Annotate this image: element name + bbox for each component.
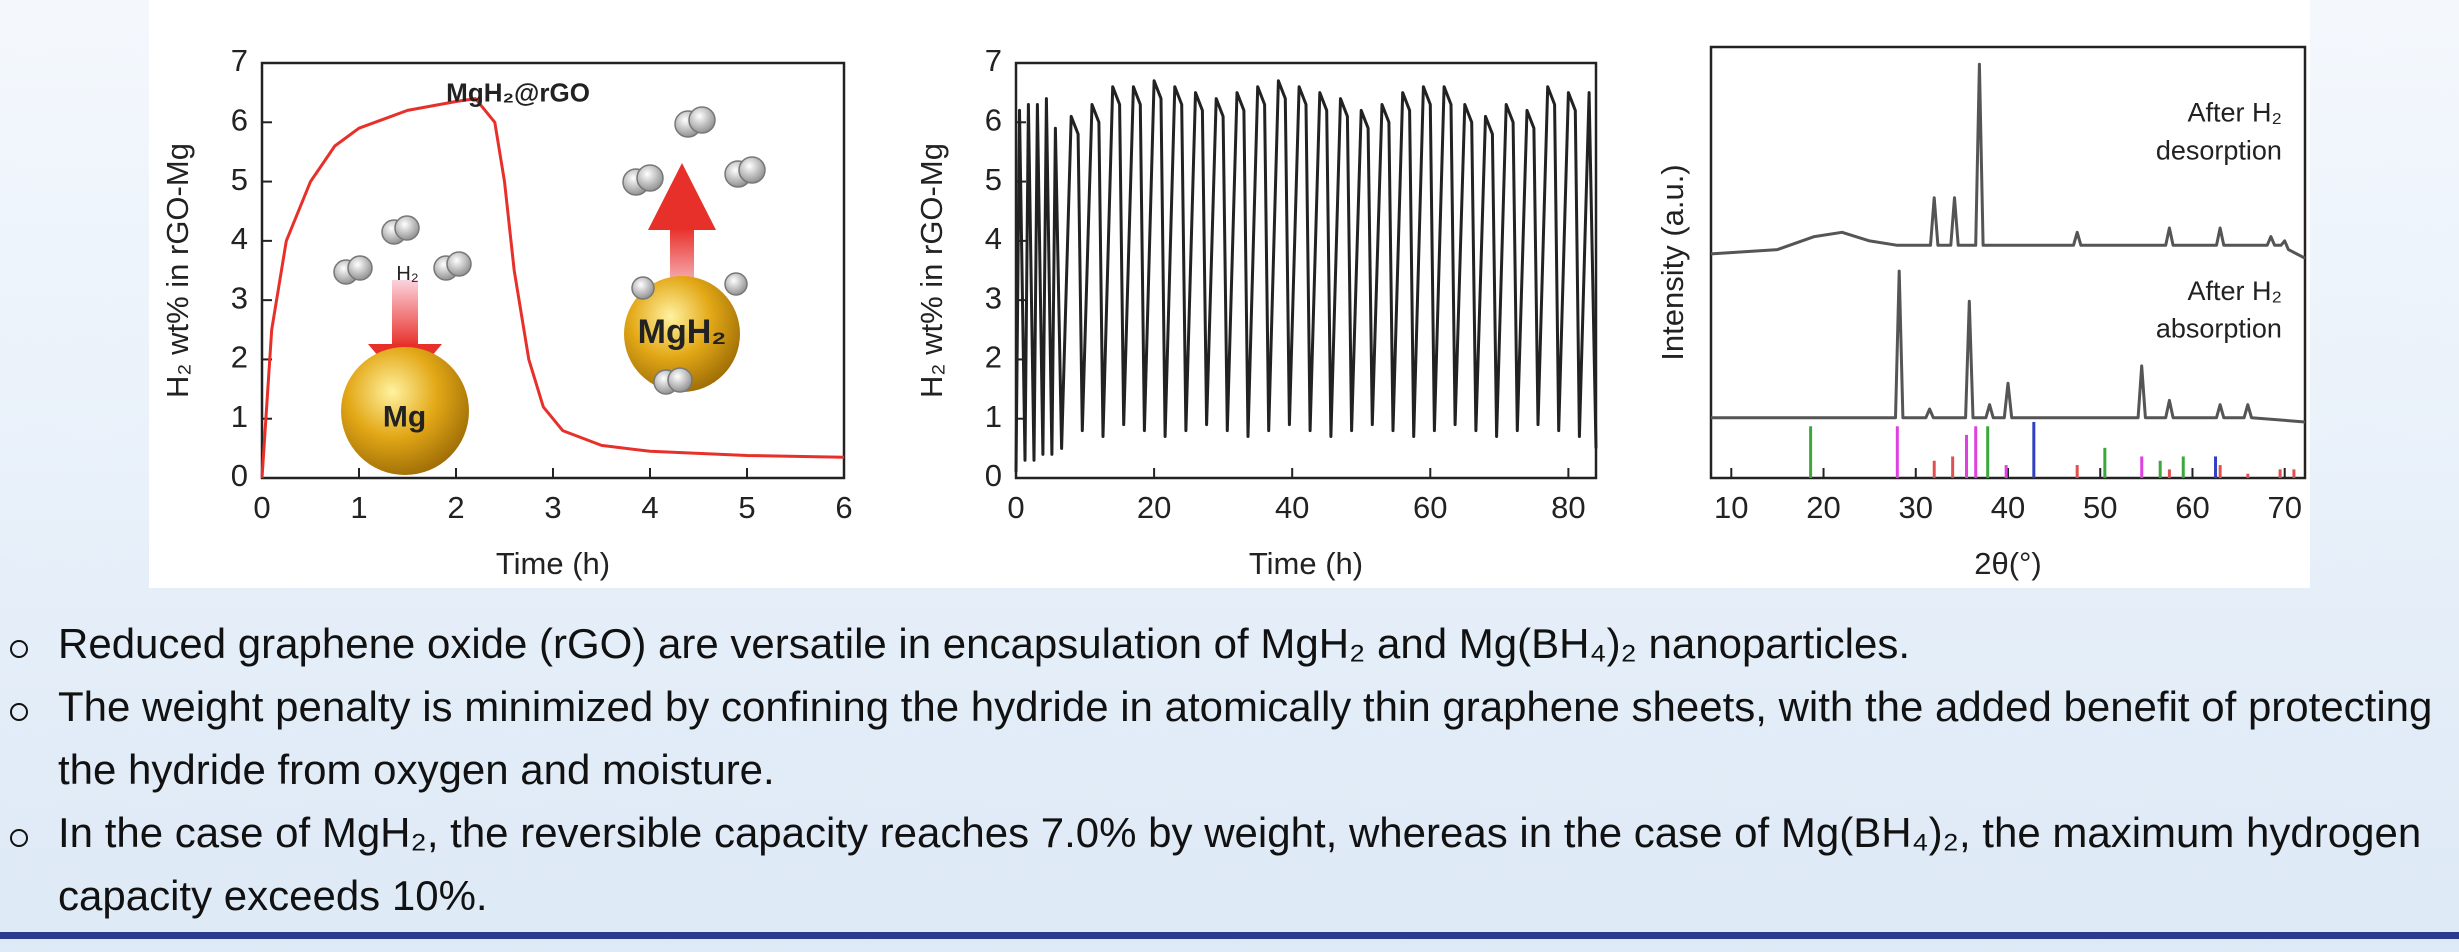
y-tick-label: 1 bbox=[231, 399, 248, 434]
x-tick-label: 0 bbox=[1007, 490, 1024, 525]
data-line bbox=[1711, 269, 2306, 424]
annotation: H₂ bbox=[396, 263, 418, 285]
y-tick-label: 3 bbox=[985, 280, 1002, 315]
bullet: Reduced graphene oxide (rGO) are versati… bbox=[10, 612, 2459, 675]
data-line bbox=[260, 97, 845, 479]
annotation: desorption bbox=[2156, 135, 2282, 165]
x-tick-label: 80 bbox=[1551, 490, 1585, 525]
x-tick-label: 40 bbox=[1275, 490, 1309, 525]
data-line bbox=[1014, 79, 1598, 473]
y-tick-label: 7 bbox=[231, 43, 248, 78]
y-tick-label: 1 bbox=[985, 399, 1002, 434]
y-tick-label: 7 bbox=[985, 43, 1002, 78]
annotation: Mg bbox=[383, 401, 426, 434]
x-tick-label: 50 bbox=[2083, 490, 2117, 525]
y-axis-label: H₂ wt% in rGO-Mg bbox=[160, 143, 195, 398]
annotation: MgH₂ bbox=[638, 313, 727, 351]
bottom-rule bbox=[0, 932, 2459, 939]
x-tick-label: 20 bbox=[1806, 490, 1840, 525]
x-axis-label: Time (h) bbox=[496, 546, 610, 581]
x-tick-label: 60 bbox=[2175, 490, 2209, 525]
y-tick-label: 3 bbox=[231, 280, 248, 315]
arrow bbox=[392, 280, 418, 346]
annotation: After H₂ bbox=[2187, 276, 2282, 306]
sphere bbox=[341, 347, 469, 475]
x-tick-label: 20 bbox=[1137, 490, 1171, 525]
bullet: The weight penalty is minimized by confi… bbox=[10, 675, 2459, 801]
data-line bbox=[1710, 62, 2306, 260]
arrow bbox=[648, 163, 716, 230]
h2-molecules bbox=[333, 106, 766, 395]
y-tick-label: 0 bbox=[231, 458, 248, 493]
plot-frame bbox=[1014, 61, 1598, 480]
x-tick-label: 4 bbox=[641, 490, 658, 525]
annotation: After H₂ bbox=[2187, 97, 2282, 127]
x-tick-label: 10 bbox=[1714, 490, 1748, 525]
x-tick-label: 0 bbox=[253, 490, 270, 525]
y-axis-label: Intensity (a.u.) bbox=[1655, 164, 1690, 360]
y-tick-label: 4 bbox=[985, 221, 1002, 256]
y-axis-label: H₂ wt% in rGO-Mg bbox=[914, 143, 949, 398]
y-tick-label: 2 bbox=[985, 340, 1002, 375]
x-tick-label: 6 bbox=[835, 490, 852, 525]
annotation: absorption bbox=[2156, 314, 2282, 344]
y-tick-label: 2 bbox=[231, 340, 248, 375]
x-tick-label: 1 bbox=[350, 490, 367, 525]
x-axis-label: 2θ(°) bbox=[1974, 546, 2042, 581]
bullet: In the case of MgH₂, the reversible capa… bbox=[10, 801, 2459, 927]
y-tick-label: 6 bbox=[985, 102, 1002, 137]
x-axis-label: Time (h) bbox=[1249, 546, 1363, 581]
x-tick-label: 40 bbox=[1991, 490, 2025, 525]
x-tick-label: 60 bbox=[1413, 490, 1447, 525]
y-tick-label: 0 bbox=[985, 458, 1002, 493]
annotation: MgH₂@rGO bbox=[446, 77, 590, 107]
icons bbox=[333, 106, 766, 475]
x-tick-label: 3 bbox=[544, 490, 561, 525]
y-tick-label: 6 bbox=[231, 102, 248, 137]
bullet-list: Reduced graphene oxide (rGO) are versati… bbox=[0, 612, 2459, 927]
sphere bbox=[624, 276, 740, 392]
x-tick-label: 30 bbox=[1899, 490, 1933, 525]
figure-background bbox=[149, 0, 2310, 588]
x-tick-label: 2 bbox=[447, 490, 464, 525]
y-tick-label: 5 bbox=[985, 162, 1002, 197]
x-tick-label: 70 bbox=[2267, 490, 2301, 525]
y-tick-label: 5 bbox=[231, 162, 248, 197]
y-tick-label: 4 bbox=[231, 221, 248, 256]
x-tick-label: 5 bbox=[738, 490, 755, 525]
